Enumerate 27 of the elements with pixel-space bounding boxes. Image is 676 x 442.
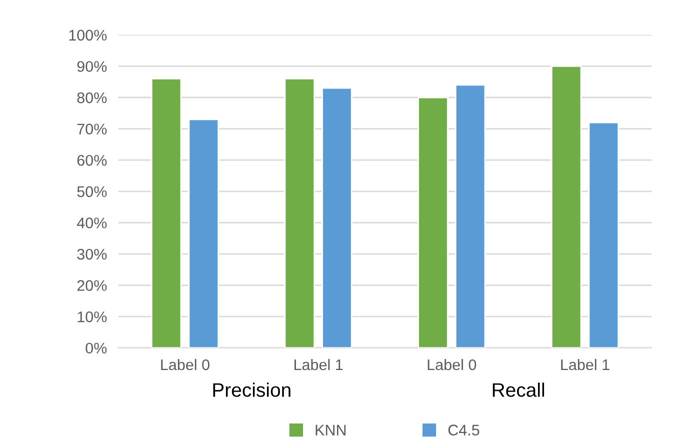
bar: [588, 122, 620, 348]
text: Recall: [492, 382, 544, 397]
bar: [550, 66, 582, 348]
x-tick-label: Label 0: [428, 358, 476, 370]
y-tick-label: 10%: [78, 311, 107, 322]
bar: [284, 78, 316, 348]
bar: [322, 87, 352, 348]
bar: [150, 78, 182, 348]
y-tick-label: 30%: [77, 248, 107, 260]
y-tick-label: 100%: [69, 30, 107, 41]
text: Precision: [213, 382, 290, 397]
bar: [418, 96, 448, 348]
y-tick-label: 70%: [77, 124, 107, 134]
y-tick-label: 20%: [77, 280, 107, 291]
x-tick-label: Label 1: [294, 358, 343, 370]
x-tick-label: Label 1: [561, 358, 610, 370]
bar: [454, 84, 486, 348]
bar: [188, 118, 219, 348]
y-tick-label: 60%: [77, 154, 107, 166]
legend-label: C4.5: [448, 424, 480, 436]
y-tick-label: 0%: [86, 342, 107, 354]
y-tick-label: 80%: [77, 92, 107, 104]
y-tick-label: 40%: [76, 218, 107, 228]
x-tick-label: Label 0: [161, 358, 210, 370]
y-tick-label: 50%: [77, 186, 107, 198]
y-tick-label: 90%: [77, 61, 107, 72]
legend-label: KNN: [316, 424, 346, 436]
